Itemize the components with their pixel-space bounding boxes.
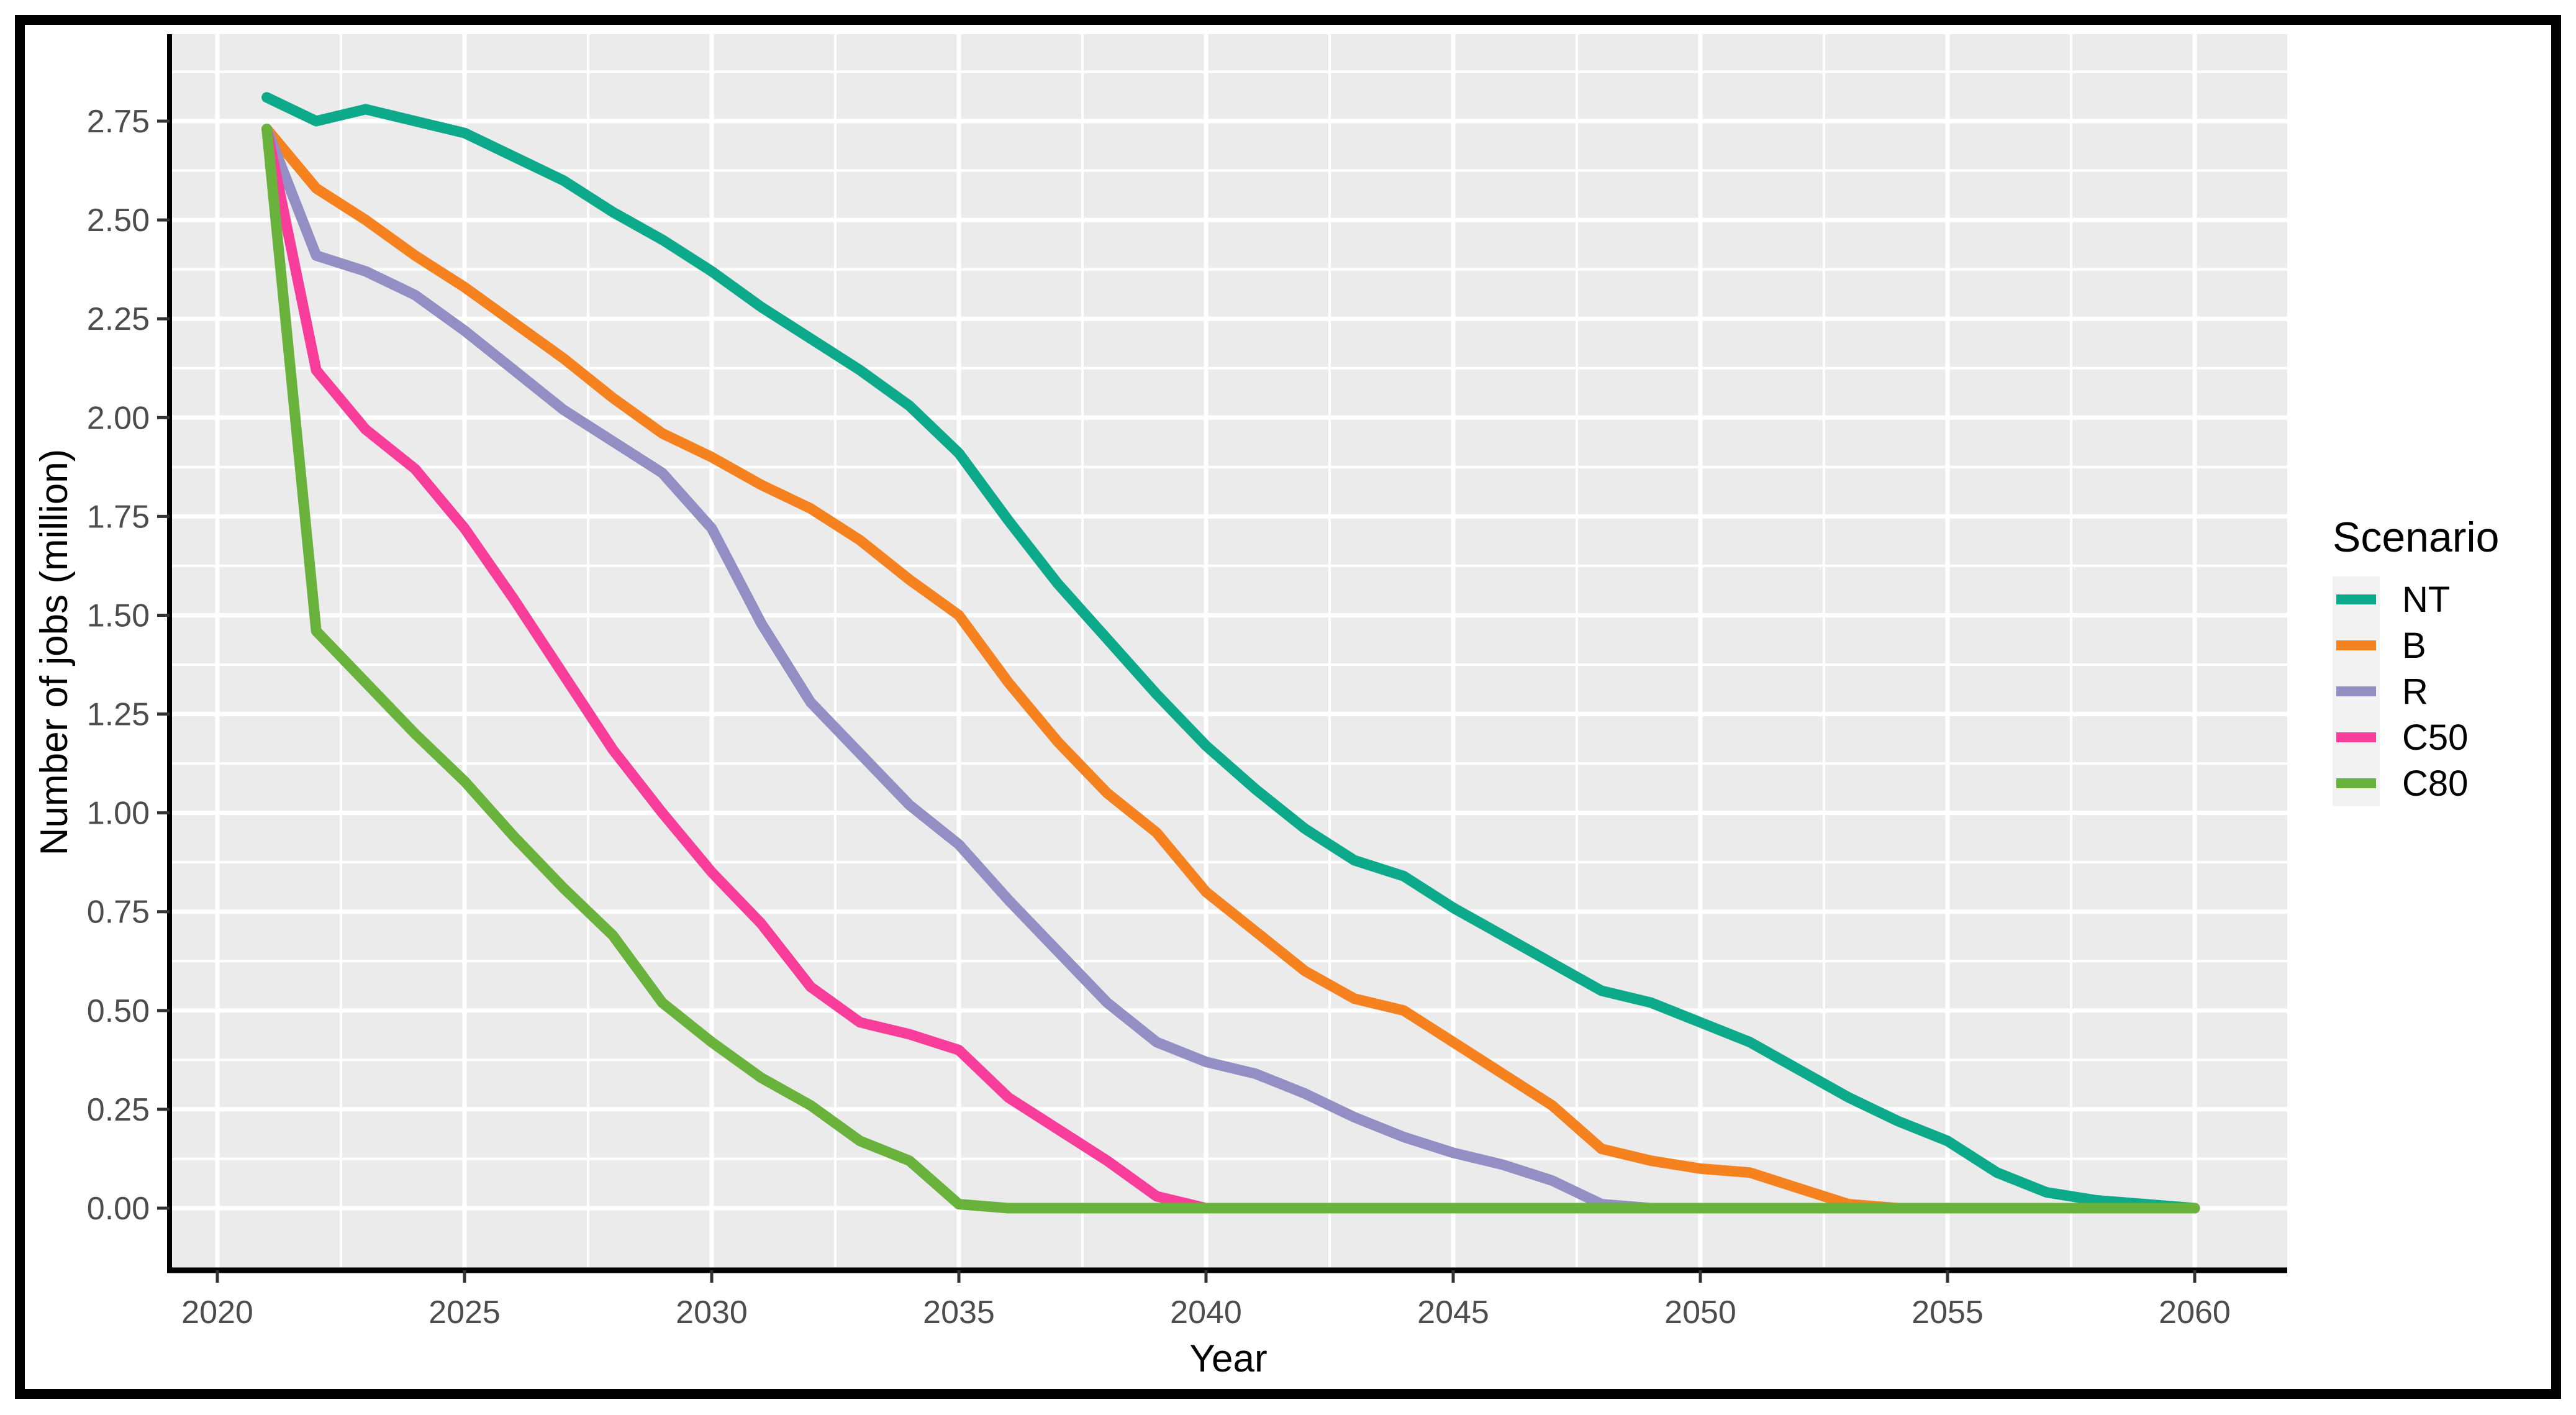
- legend: Scenario NT BR C50 C80: [2333, 514, 2499, 806]
- x-tick-label: 2030: [676, 1294, 748, 1331]
- y-tick-label: 2.50: [87, 202, 150, 239]
- x-tick-label: 2045: [1417, 1294, 1489, 1331]
- outer-frame: [15, 15, 2561, 1399]
- series-line-NT: [261, 92, 2200, 1214]
- y-tick-label: 0.00: [87, 1191, 150, 1227]
- y-tick-label: 2.75: [87, 104, 150, 140]
- legend-item-R: R: [2333, 668, 2428, 714]
- x-tick-label: 2025: [429, 1294, 501, 1331]
- legend-label: NT: [2402, 580, 2450, 620]
- x-tick-label: 2050: [1664, 1294, 1736, 1331]
- y-tick-label: 1.75: [87, 499, 150, 535]
- legend-label: R: [2402, 671, 2428, 712]
- y-tick-label: 1.00: [87, 796, 150, 832]
- grid-major: [170, 34, 2287, 1270]
- y-tick-label: 1.50: [87, 598, 150, 634]
- x-tick-label: 2055: [1912, 1294, 1984, 1331]
- legend-label: C50: [2402, 717, 2468, 758]
- y-axis-title: Number of jobs (million): [33, 449, 76, 856]
- legend-label: C80: [2402, 763, 2468, 804]
- legend-items: NT BR C50 C80: [2333, 576, 2468, 806]
- legend-title: Scenario: [2333, 514, 2499, 561]
- legend-item-C50: C50: [2333, 714, 2468, 760]
- y-tick-label: 0.75: [87, 894, 150, 930]
- y-tick-label: 2.25: [87, 301, 150, 337]
- series-line-C80: [261, 124, 2200, 1214]
- x-tick-label: 2040: [1170, 1294, 1242, 1331]
- y-tick-label: 0.25: [87, 1092, 150, 1128]
- legend-item-C80: C80: [2333, 760, 2468, 806]
- y-tick-label: 0.50: [87, 993, 150, 1029]
- x-tick-label: 2020: [181, 1294, 253, 1331]
- x-tick-label: 2060: [2159, 1294, 2231, 1331]
- legend-label: B: [2402, 626, 2426, 666]
- axis-ticks: [157, 119, 2197, 1283]
- legend-item-B: B: [2333, 622, 2426, 668]
- y-tick-label: 1.25: [87, 697, 150, 733]
- x-tick-label: 2035: [923, 1294, 995, 1331]
- legend-item-NT: NT: [2333, 576, 2450, 622]
- x-axis-title: Year: [1189, 1337, 1267, 1380]
- y-tick-labels: 0.00 0.25 0.50 0.75 1.00 1.25 1.50 1.75 2.00 2.25…: [87, 104, 150, 1227]
- series-lines: [261, 92, 2200, 1214]
- grid-minor: [170, 34, 2287, 1270]
- x-tick-labels: 2020 2025 2030 2035 2040 2045 2050 2055 2060: [181, 1294, 2231, 1331]
- y-tick-label: 2.00: [87, 400, 150, 436]
